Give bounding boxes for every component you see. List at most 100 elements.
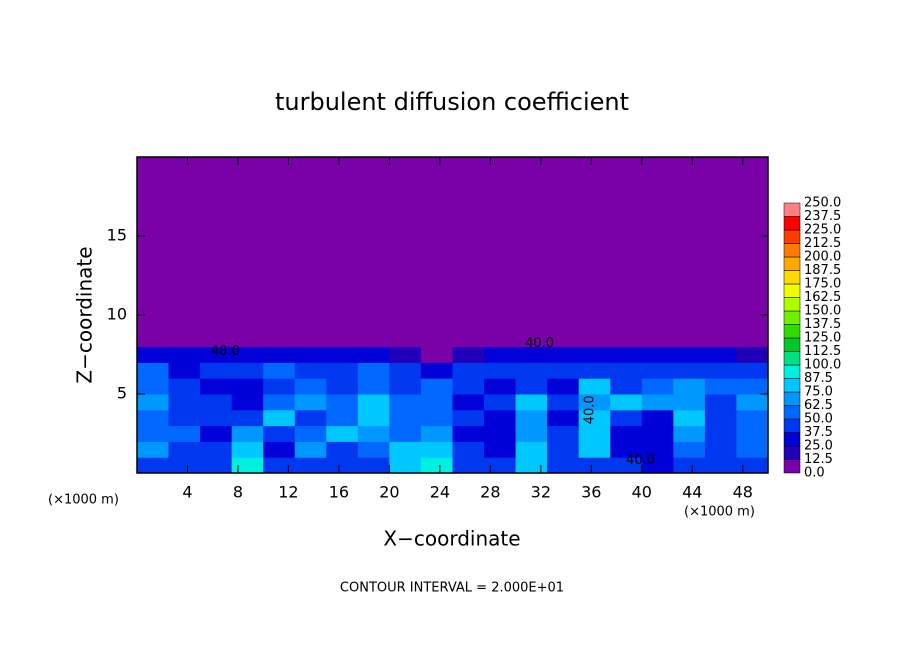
field-cell [389,425,422,442]
field-cell [200,409,233,427]
colorbar-band [783,418,801,433]
colorbar-band [783,229,801,244]
field-cell [420,157,453,316]
field-cell [547,425,580,442]
field-cell [294,425,327,442]
field-cell [736,378,769,395]
field-cell [736,330,769,348]
colorbar-label: 150.0 [804,304,841,319]
field-cell [294,362,327,379]
field-cell [420,409,453,427]
colorbar-band [783,405,801,420]
colorbar-band [783,432,801,447]
x-axis-label: X−coordinate [383,527,520,551]
field-cell [389,362,422,379]
field-cell [294,441,327,458]
field-cell [389,409,422,427]
field-cell [547,346,580,363]
field-cell [263,378,296,395]
field-cell [515,457,548,474]
field-cell [263,409,296,427]
field-cell [484,157,517,316]
colorbar-band [783,337,801,352]
field-cell [578,346,611,363]
field-cell [610,315,643,332]
field-cell [263,425,296,442]
colorbar-label: 212.5 [804,236,841,251]
field-cell [357,330,390,348]
colorbar-label: 0.0 [804,466,825,481]
field-cell [137,457,170,474]
field-cell [263,157,296,316]
field-cell [547,457,580,474]
field-cell [452,457,485,474]
field-cell [389,394,422,411]
field-cell [263,346,296,363]
field-cell [484,346,517,363]
field-cell [515,330,548,348]
field-cell [578,362,611,379]
colorbar-band [783,378,801,393]
colorbar-band [783,445,801,460]
field-cell [389,315,422,332]
field-cell [200,394,233,411]
field-cell [704,409,737,427]
colorbar-label: 50.0 [804,412,833,427]
x-tick-label: 12 [278,483,298,502]
field-cell [326,425,359,442]
field-cell [263,315,296,332]
field-cell [294,409,327,427]
field-cell [673,441,706,458]
colorbar-label: 250.0 [804,196,841,211]
field-cell [231,157,264,316]
contour-label: 40.0 [583,395,598,424]
field-cell [673,330,706,348]
field-cell [137,394,170,411]
colorbar-band [783,270,801,285]
field-cell [452,441,485,458]
field-cell [736,346,769,363]
field-cell [641,315,674,332]
field-cell [231,441,264,458]
colorbar-band [783,351,801,366]
field-cell [452,394,485,411]
field-cell [263,362,296,379]
contour-label: 40.0 [525,336,554,351]
field-cell [294,330,327,348]
field-cell [515,362,548,379]
field-cell [326,378,359,395]
field-cell [326,330,359,348]
x-unit: (×1000 m) [684,505,755,520]
field-cell [736,394,769,411]
colorbar-band [783,324,801,339]
field-cell [294,378,327,395]
field-cell [547,378,580,395]
field-cell [231,409,264,427]
field-cell [389,441,422,458]
field-cell [641,378,674,395]
field-cell [641,457,674,474]
field-cell [641,394,674,411]
field-cell [357,362,390,379]
field-cell [420,378,453,395]
field-cell [389,346,422,363]
field-cell [704,362,737,379]
field-cell [736,315,769,332]
field-cell [137,362,170,379]
colorbar-band [783,256,801,271]
colorbar-band [783,283,801,298]
field-cell [641,362,674,379]
field-cell [168,457,201,474]
field-cell [326,346,359,363]
field-cell [137,441,170,458]
x-tick-label: 36 [581,483,601,502]
colorbar-band [783,310,801,325]
y-tick-label: 15 [107,226,127,245]
colorbar-label: 37.5 [804,425,833,440]
colorbar-label: 25.0 [804,439,833,454]
field-cell [641,157,674,316]
x-tick-label: 24 [430,483,450,502]
field-cell [326,394,359,411]
field-cell [200,425,233,442]
